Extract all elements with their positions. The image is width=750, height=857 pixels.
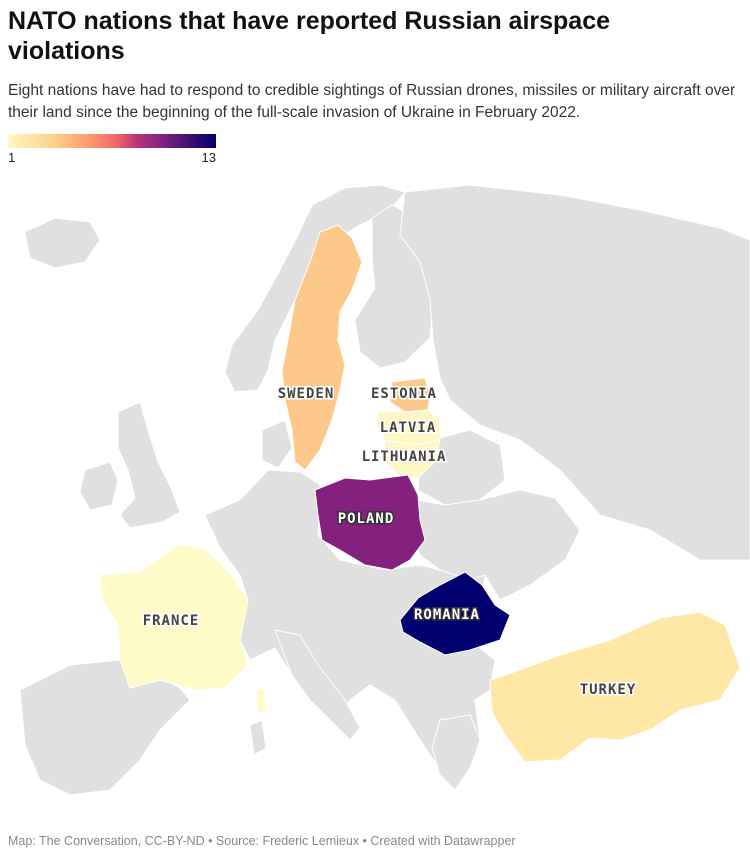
country-denmark — [261, 419, 293, 469]
label-poland: POLAND — [338, 511, 395, 527]
country-iceland — [24, 217, 101, 269]
country-greece — [431, 714, 481, 791]
label-romania: ROMANIA — [414, 607, 480, 623]
country-central-europe — [204, 469, 496, 771]
country-turkey[interactable] — [489, 611, 741, 763]
country-romania[interactable] — [399, 571, 511, 656]
chart-title: NATO nations that have reported Russian … — [8, 7, 611, 65]
country-ireland — [79, 461, 119, 511]
legend-max-label: 13 — [201, 150, 216, 165]
highlighted-countries — [99, 224, 741, 763]
label-france: FRANCE — [143, 613, 200, 629]
chart-subtitle: Eight nations have had to respond to cre… — [8, 82, 736, 121]
legend-labels: 1 13 — [8, 148, 216, 166]
country-ukraine — [409, 489, 581, 601]
country-uk — [117, 401, 181, 529]
country-russia — [399, 184, 750, 561]
country-sweden[interactable] — [281, 224, 363, 471]
label-lithuania: LITHUANIA — [362, 449, 447, 465]
color-legend: 1 13 — [8, 134, 216, 166]
country-france[interactable] — [99, 544, 249, 691]
footer-credit: Map: The Conversation, CC-BY-ND • Source… — [8, 834, 516, 848]
europe-map: SWEDEN ESTONIA LATVIA LITHUANIA POLAND R… — [19, 184, 750, 796]
country-italy — [274, 629, 361, 741]
legend-min-label: 1 — [8, 150, 16, 165]
island-sardinia — [249, 719, 267, 756]
label-estonia: ESTONIA — [371, 386, 437, 402]
legend-gradient-bar — [8, 134, 216, 148]
country-lithuania[interactable] — [384, 439, 441, 479]
label-sweden: SWEDEN — [278, 386, 335, 402]
label-latvia: LATVIA — [380, 420, 437, 436]
country-poland[interactable] — [314, 474, 426, 571]
country-labels: SWEDEN ESTONIA LATVIA LITHUANIA POLAND R… — [141, 385, 637, 700]
base-land — [19, 184, 750, 796]
label-turkey: TURKEY — [580, 682, 637, 698]
island-corsica[interactable] — [255, 687, 267, 716]
